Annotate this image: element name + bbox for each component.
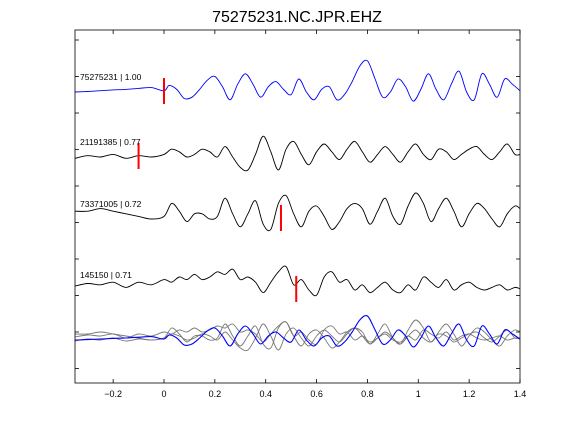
- axes: −0.2 0 0.2 0.4 0.6 0.8 1 1.2 1.4: [74, 29, 527, 399]
- trace-label-21191385: 21191385 | 0.77: [80, 137, 141, 147]
- x-tick-label: 0: [161, 389, 166, 399]
- x-tick-label: 1.2: [463, 389, 476, 399]
- trace-145150: [74, 265, 521, 297]
- x-tick-label: 1.4: [514, 389, 527, 399]
- x-tick-label: 1: [416, 389, 421, 399]
- x-tick-label: 0.4: [259, 389, 272, 399]
- trace-21191385: [74, 135, 521, 172]
- x-tick-label: 0.2: [209, 389, 222, 399]
- trace-73371005: [74, 192, 521, 232]
- trace-label-145150: 145150 | 0.71: [80, 270, 132, 280]
- plot-frame: [74, 29, 521, 384]
- overlay-trace-21191385: [74, 323, 521, 352]
- x-tick-label: 0.8: [361, 389, 374, 399]
- trace-label-75275231: 75275231 | 1.00: [80, 72, 142, 82]
- chart-title: 75275231.NC.JPR.EHZ: [212, 9, 382, 26]
- trace-75275231: [74, 59, 521, 102]
- x-tick-label: −0.2: [104, 389, 122, 399]
- x-tick-label: 0.6: [310, 389, 323, 399]
- overlay-trace-75275231: [74, 314, 521, 348]
- trace-label-73371005: 73371005 | 0.72: [80, 199, 142, 209]
- trace-layer: 75275231 | 1.00 21191385 | 0.77 73371005 |…: [74, 59, 521, 352]
- overlay-trace-73371005: [74, 319, 521, 350]
